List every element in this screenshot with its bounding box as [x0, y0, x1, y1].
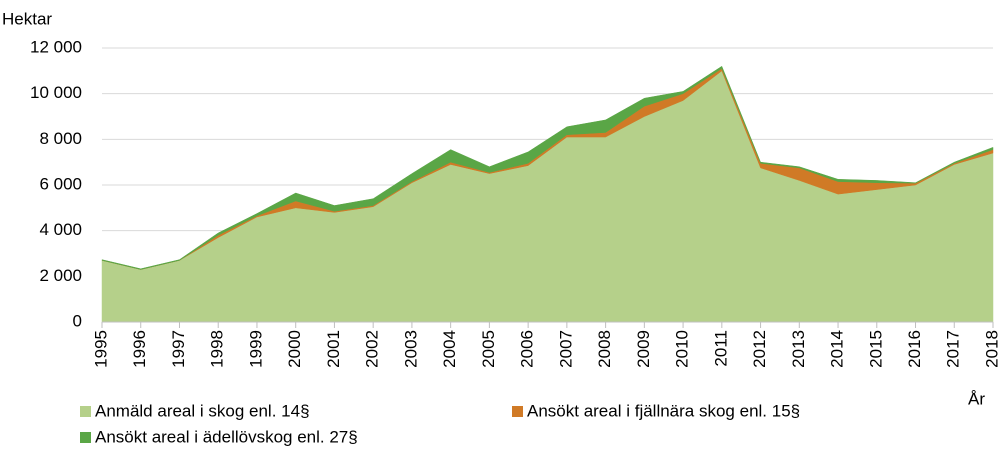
x-tick-label: 2015	[866, 330, 885, 368]
x-tick-label: 2013	[789, 330, 808, 368]
y-tick-label: 12 000	[30, 37, 82, 56]
x-tick-label: 2016	[905, 330, 924, 368]
legend-swatch	[80, 432, 91, 443]
area	[101, 70, 994, 323]
x-tick-label: 2006	[518, 330, 537, 368]
y-tick-label: 8 000	[39, 129, 82, 148]
y-tick-label: 10 000	[30, 83, 82, 102]
x-tick-label: 1997	[169, 330, 188, 368]
area	[101, 65, 994, 270]
x-tick-label: 2011	[711, 330, 730, 367]
x-tick-label: 1996	[130, 330, 149, 368]
x-tick-label: 2003	[401, 330, 420, 368]
x-tick-label: 2004	[440, 330, 459, 368]
x-tick-label: 2008	[595, 330, 614, 368]
x-tick-label: 2005	[479, 330, 498, 368]
x-axis-label: År	[968, 389, 985, 408]
x-tick-label: 1999	[246, 330, 265, 368]
y-tick-label: 2 000	[39, 266, 82, 285]
x-tick-label: 2017	[944, 330, 963, 368]
legend-label: Anmäld areal i skog enl. 14§	[95, 401, 310, 420]
legend-swatch	[80, 406, 91, 417]
legend-label: Ansökt areal i ädellövskog enl. 27§	[95, 427, 358, 446]
x-tick-label: 2000	[285, 330, 304, 368]
legend-swatch	[512, 406, 523, 417]
y-tick-label: 6 000	[39, 174, 82, 193]
x-tick-label: 2009	[634, 330, 653, 368]
y-tick-label: 4 000	[39, 220, 82, 239]
x-tick-label: 1998	[208, 330, 227, 368]
x-tick-label: 2007	[556, 330, 575, 368]
x-tick-label: 2010	[673, 330, 692, 368]
x-tick-label: 2012	[750, 330, 769, 368]
legend-label: Ansökt areal i fjällnära skog enl. 15§	[527, 401, 800, 420]
x-tick-label: 2001	[324, 330, 343, 368]
y-axis-label: Hektar	[2, 9, 52, 28]
x-tick-label: 2014	[828, 330, 847, 368]
y-tick-label: 0	[73, 311, 82, 330]
x-tick-label: 2002	[363, 330, 382, 368]
x-tick-label: 2018	[982, 330, 1001, 368]
x-tick-label: 1995	[91, 330, 110, 368]
